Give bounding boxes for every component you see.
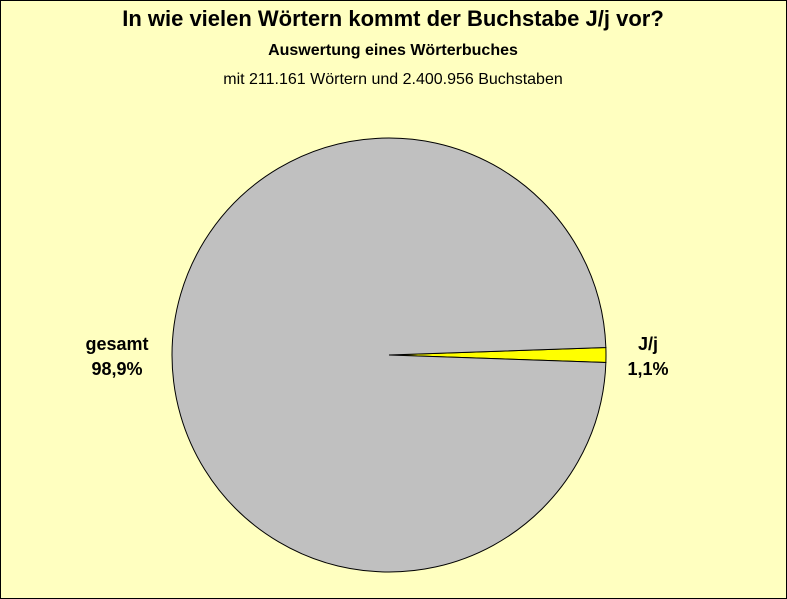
chart-title: In wie vielen Wörtern kommt der Buchstab… — [122, 6, 664, 31]
pie-slice — [171, 137, 607, 573]
slice-value-label: 98,9% — [91, 359, 142, 379]
slice-label: gesamt — [85, 334, 148, 354]
chart-subtitle: Auswertung eines Wörterbuches — [268, 42, 518, 59]
slice-label: J/j — [638, 334, 658, 354]
chart-subtitle: mit 211.161 Wörtern und 2.400.956 Buchst… — [223, 71, 562, 88]
slice-value-label: 1,1% — [627, 359, 668, 379]
